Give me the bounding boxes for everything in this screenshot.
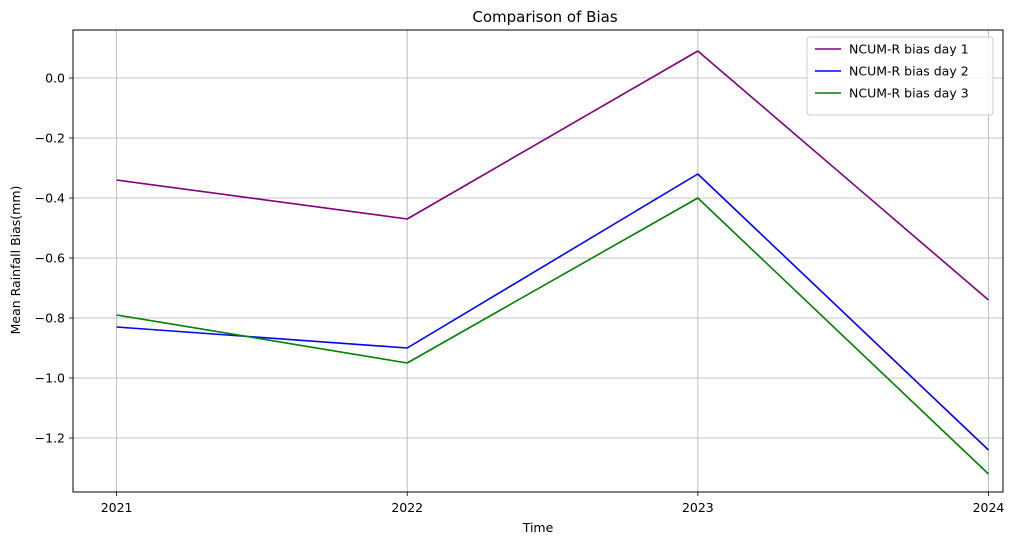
legend-label: NCUM-R bias day 2 xyxy=(849,64,969,79)
series-line-day-3 xyxy=(116,197,990,475)
y-tick-label: −0.6 xyxy=(35,251,65,266)
series-line-day-2 xyxy=(116,173,990,451)
legend-label: NCUM-R bias day 1 xyxy=(849,42,969,57)
x-axis-title: Time xyxy=(522,520,554,535)
grid xyxy=(73,30,1003,492)
y-axis-ticks: 0.0 −0.2 −0.4 −0.6 −0.8 −1.0 −1.2 xyxy=(35,71,73,446)
y-tick-label: −1.2 xyxy=(35,431,65,446)
series-lines xyxy=(116,50,990,475)
series-line-day-1 xyxy=(116,50,990,301)
x-tick-label: 2022 xyxy=(391,500,423,515)
legend-box xyxy=(806,36,994,116)
x-tick-label: 2021 xyxy=(101,500,133,515)
y-tick-label: −0.8 xyxy=(35,311,65,326)
legend-label: NCUM-R bias day 3 xyxy=(849,86,969,101)
y-tick-label: −0.4 xyxy=(35,191,65,206)
x-tick-label: 2023 xyxy=(682,500,714,515)
x-axis-ticks: 2021 2022 2023 2024 xyxy=(101,492,1005,515)
chart-title: Comparison of Bias xyxy=(472,8,617,26)
y-tick-label: −0.2 xyxy=(35,131,65,146)
x-tick-label: 2024 xyxy=(973,500,1005,515)
plot-frame xyxy=(72,29,1004,493)
y-tick-label: −1.0 xyxy=(35,371,65,386)
y-tick-label: 0.0 xyxy=(45,71,65,86)
y-axis-title: Mean Rainfall Bias(mm) xyxy=(8,186,23,335)
legend: NCUM-R bias day 1 NCUM-R bias day 2 NCUM-R… xyxy=(806,36,994,116)
